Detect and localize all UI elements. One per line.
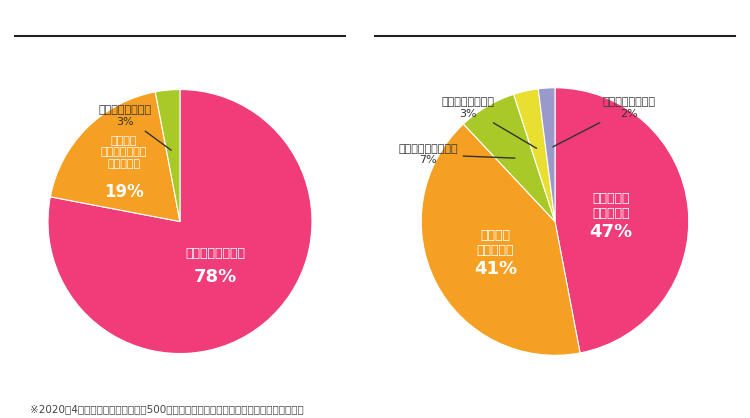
Text: ※2020年4月実施　車を持っている500人を対象に行った外部委託によるアンケートより: ※2020年4月実施 車を持っている500人を対象に行った外部委託によるアンケー…	[30, 404, 304, 414]
Text: 既に利用している
3%: 既に利用している 3%	[442, 97, 536, 148]
Text: 19%: 19%	[104, 183, 144, 201]
Wedge shape	[514, 89, 555, 222]
Wedge shape	[555, 88, 688, 353]
Wedge shape	[155, 89, 180, 222]
Text: 41%: 41%	[474, 260, 517, 278]
Text: 聞いたことがない
2%: 聞いたことがない 2%	[553, 97, 655, 147]
Text: 78%: 78%	[194, 268, 237, 286]
Text: 47%: 47%	[590, 223, 632, 241]
Wedge shape	[538, 88, 555, 222]
Text: 聞いたことがない
3%: 聞いたことがない 3%	[98, 105, 171, 150]
Wedge shape	[464, 94, 555, 222]
Wedge shape	[422, 124, 580, 355]
Wedge shape	[50, 92, 180, 222]
Text: 利用を検討している
7%: 利用を検討している 7%	[398, 144, 514, 166]
Text: ちょっと
興味がある: ちょっと 興味がある	[477, 229, 514, 257]
Text: 人に説明
できる程度には
知っている: 人に説明 できる程度には 知っている	[100, 136, 147, 169]
Text: 今のところ
興味はない: 今のところ 興味はない	[592, 191, 630, 219]
Wedge shape	[48, 89, 312, 354]
Text: 聞いたことはある: 聞いたことはある	[185, 247, 245, 260]
